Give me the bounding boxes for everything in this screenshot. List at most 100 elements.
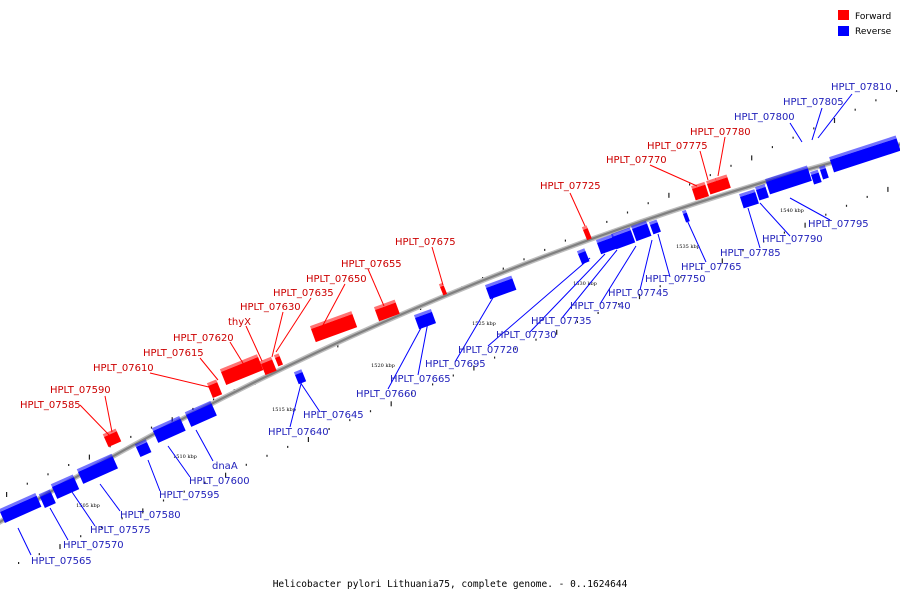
reverse-gene-body bbox=[830, 138, 900, 173]
forward-gene-label: HPLT_07585 bbox=[20, 400, 81, 411]
legend-forward-swatch bbox=[838, 10, 849, 20]
reverse-gene-label: HPLT_07565 bbox=[31, 556, 92, 567]
reverse-gene-body bbox=[52, 477, 80, 499]
genome-backbone bbox=[0, 141, 900, 525]
legend-reverse-label: Reverse bbox=[855, 27, 892, 37]
minor-tick bbox=[183, 490, 185, 493]
minor-tick bbox=[730, 164, 732, 167]
legend-reverse-swatch bbox=[838, 26, 849, 36]
minor-tick bbox=[121, 517, 123, 520]
reverse-gene bbox=[293, 369, 307, 385]
reverse-gene-label: HPLT_07790 bbox=[762, 234, 823, 245]
reverse-gene-bevel bbox=[819, 165, 826, 171]
legend: Forward Reverse bbox=[838, 10, 892, 37]
minor-tick bbox=[742, 249, 744, 252]
forward-gene-bevel bbox=[219, 354, 259, 372]
reverse-gene-bevel bbox=[765, 165, 808, 182]
forward-gene-bevel bbox=[691, 181, 706, 190]
forward-gene bbox=[715, 174, 731, 192]
forward-leader-line bbox=[271, 311, 284, 358]
reverse-gene bbox=[755, 184, 769, 201]
forward-gene-label: HPLT_07610 bbox=[93, 363, 154, 374]
reverse-gene-label: HPLT_07695 bbox=[425, 359, 486, 370]
reverse-leader-line bbox=[789, 122, 803, 143]
reverse-gene-label: dnaA bbox=[212, 461, 238, 472]
reverse-gene-body bbox=[415, 311, 437, 330]
scale-tick-label: 1535 kbp bbox=[676, 244, 700, 250]
reverse-gene-body bbox=[186, 403, 217, 427]
reverse-gene-bevel bbox=[829, 135, 897, 160]
forward-leader-line bbox=[321, 283, 346, 328]
reverse-gene-bevel bbox=[293, 369, 303, 375]
minor-tick bbox=[245, 463, 247, 466]
forward-gene-label: HPLT_07590 bbox=[50, 385, 111, 396]
reverse-gene-bevel bbox=[50, 474, 74, 488]
forward-gene-body bbox=[275, 356, 284, 367]
reverse-gene-bevel bbox=[610, 227, 631, 237]
reverse-gene bbox=[810, 169, 822, 185]
reverse-leader-line bbox=[639, 239, 653, 291]
reverse-gene-bevel bbox=[38, 489, 51, 497]
minor-tick bbox=[18, 562, 20, 564]
reverse-gene-label: HPLT_07785 bbox=[720, 248, 781, 259]
minor-tick bbox=[564, 239, 566, 242]
forward-gene-body bbox=[374, 302, 400, 322]
reverse-gene bbox=[739, 189, 759, 209]
reverse-leader-line bbox=[529, 253, 606, 333]
forward-gene-body bbox=[261, 359, 277, 376]
reverse-gene bbox=[484, 275, 517, 300]
reverse-gene-body bbox=[0, 495, 42, 523]
reverse-gene-body bbox=[485, 278, 517, 300]
minor-tick bbox=[213, 398, 215, 401]
minor-tick bbox=[432, 383, 434, 386]
minor-tick bbox=[150, 426, 153, 429]
forward-leader-line bbox=[569, 192, 586, 227]
reverse-leader-line bbox=[685, 217, 707, 263]
forward-gene-bevel bbox=[715, 174, 728, 181]
reverse-gene-body bbox=[597, 236, 619, 255]
minor-tick bbox=[204, 481, 206, 484]
reverse-leader-line bbox=[561, 249, 618, 319]
reverse-gene bbox=[38, 489, 56, 508]
reverse-gene-body bbox=[40, 492, 56, 508]
reverse-gene bbox=[76, 453, 119, 484]
reverse-leader-line bbox=[657, 233, 671, 278]
reverse-leader-line bbox=[747, 207, 761, 249]
reverse-gene bbox=[681, 209, 690, 223]
forward-gene-body bbox=[582, 228, 592, 241]
forward-leader-line bbox=[104, 395, 113, 433]
forward-gene bbox=[259, 356, 277, 376]
scale-tick-label: 1505 kbp bbox=[76, 503, 100, 509]
reverse-gene-bevel bbox=[595, 234, 614, 243]
forward-gene-bevel bbox=[259, 356, 273, 364]
reverse-gene bbox=[819, 165, 829, 180]
minor-tick bbox=[38, 553, 40, 556]
reverse-gene-body bbox=[810, 172, 822, 185]
reverse-gene-label: HPLT_07800 bbox=[734, 112, 795, 123]
minor-tick bbox=[349, 419, 351, 422]
reverse-leader-line bbox=[417, 321, 429, 376]
forward-gene-bevel bbox=[273, 353, 280, 358]
reverse-gene-label: HPLT_07720 bbox=[458, 345, 519, 356]
scale-tick-label: 1540 kbp bbox=[780, 208, 804, 214]
forward-gene-label: HPLT_07635 bbox=[273, 288, 334, 299]
minor-tick bbox=[783, 231, 785, 234]
forward-gene-body bbox=[707, 180, 720, 195]
reverse-gene bbox=[765, 165, 812, 195]
reverse-gene bbox=[134, 439, 152, 458]
minor-tick bbox=[100, 526, 102, 529]
reverse-leader-line bbox=[299, 381, 321, 413]
minor-tick bbox=[721, 258, 723, 264]
minor-tick bbox=[452, 374, 454, 377]
forward-gene-body bbox=[311, 313, 358, 343]
reverse-gene-bevel bbox=[413, 309, 432, 319]
gene-features bbox=[0, 135, 900, 523]
reverse-gene-body bbox=[740, 192, 759, 209]
reverse-gene-bevel bbox=[755, 184, 766, 191]
reverse-gene-label: HPLT_07595 bbox=[159, 490, 220, 501]
scale-tick-label: 1520 kbp bbox=[371, 363, 395, 369]
reverse-gene-bevel bbox=[576, 248, 586, 254]
minor-tick bbox=[618, 303, 620, 305]
forward-gene-bevel bbox=[373, 299, 396, 310]
minor-tick bbox=[701, 267, 703, 270]
